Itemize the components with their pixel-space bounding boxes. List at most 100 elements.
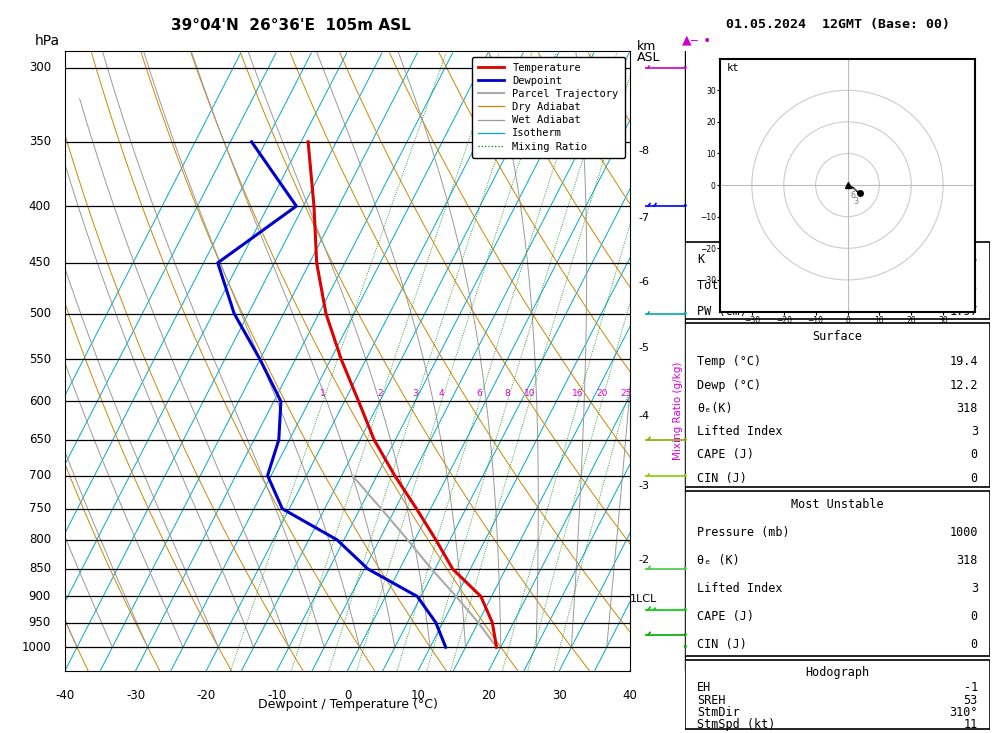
Text: •: • (703, 34, 711, 48)
Text: -6: -6 (638, 276, 649, 287)
Text: 400: 400 (29, 199, 51, 213)
Text: CAPE (J): CAPE (J) (697, 610, 754, 623)
Text: hPa: hPa (35, 34, 60, 48)
Text: Lifted Index: Lifted Index (697, 425, 783, 438)
Text: Most Unstable: Most Unstable (791, 498, 884, 512)
Text: 2: 2 (377, 389, 383, 398)
Text: •: • (682, 309, 688, 319)
Text: 8: 8 (505, 389, 510, 398)
Text: 53: 53 (964, 693, 978, 707)
Text: 900: 900 (29, 590, 51, 603)
Text: 750: 750 (29, 502, 51, 515)
Text: 700: 700 (29, 469, 51, 482)
Text: 6: 6 (477, 389, 482, 398)
Text: Surface: Surface (813, 330, 862, 343)
Text: 550: 550 (29, 353, 51, 366)
Text: 25: 25 (620, 389, 632, 398)
Text: EH: EH (697, 682, 711, 694)
Text: -1: -1 (964, 682, 978, 694)
Text: 3: 3 (854, 197, 859, 206)
Text: -5: -5 (638, 343, 649, 353)
Text: Lifted Index: Lifted Index (697, 582, 783, 595)
Text: •: • (682, 642, 688, 652)
Text: StmSpd (kt): StmSpd (kt) (697, 718, 776, 731)
Text: 16: 16 (572, 389, 584, 398)
Text: 0: 0 (971, 449, 978, 461)
Text: 19.4: 19.4 (949, 356, 978, 369)
Text: θₑ (K): θₑ (K) (697, 554, 740, 567)
Text: 16: 16 (964, 254, 978, 266)
Text: •: • (682, 605, 688, 615)
Text: 40: 40 (623, 689, 637, 702)
Text: 4: 4 (439, 389, 444, 398)
Text: Pressure (mb): Pressure (mb) (697, 526, 790, 539)
Text: 39°04'N  26°36'E  105m ASL: 39°04'N 26°36'E 105m ASL (171, 18, 411, 33)
Text: 3: 3 (413, 389, 418, 398)
Text: 11: 11 (964, 718, 978, 731)
Text: -30: -30 (126, 689, 145, 702)
Text: 20: 20 (596, 389, 608, 398)
Text: 600: 600 (29, 395, 51, 408)
Text: ▲: ▲ (682, 34, 692, 47)
FancyBboxPatch shape (685, 242, 990, 319)
Text: 800: 800 (29, 534, 51, 546)
Text: 10: 10 (411, 689, 426, 702)
Text: 1000: 1000 (949, 526, 978, 539)
Text: CIN (J): CIN (J) (697, 638, 747, 651)
Text: 318: 318 (956, 402, 978, 415)
Text: 10: 10 (524, 389, 535, 398)
Text: -8: -8 (638, 147, 650, 156)
Text: 318: 318 (956, 554, 978, 567)
Text: 1LCL: 1LCL (630, 594, 657, 604)
Text: 0: 0 (971, 471, 978, 485)
Text: 30: 30 (552, 689, 567, 702)
Text: •: • (682, 62, 688, 73)
Text: Dewp (°C): Dewp (°C) (697, 379, 761, 391)
Text: •: • (682, 201, 688, 211)
Text: 3: 3 (971, 425, 978, 438)
Text: •: • (682, 564, 688, 574)
Text: -2: -2 (638, 556, 650, 565)
Text: ASL: ASL (637, 51, 660, 65)
Text: Dewpoint / Temperature (°C): Dewpoint / Temperature (°C) (258, 698, 437, 711)
Text: 20: 20 (481, 689, 496, 702)
Text: 850: 850 (29, 562, 51, 575)
Text: 310°: 310° (949, 706, 978, 719)
Text: 1.97: 1.97 (949, 305, 978, 317)
Text: •: • (682, 630, 688, 640)
FancyBboxPatch shape (685, 491, 990, 656)
Text: K: K (697, 254, 704, 266)
Text: •: • (682, 435, 688, 445)
Text: 350: 350 (29, 136, 51, 148)
Text: -20: -20 (197, 689, 216, 702)
Text: -10: -10 (267, 689, 286, 702)
Text: 3: 3 (971, 582, 978, 595)
Text: Totals Totals: Totals Totals (697, 279, 790, 292)
Text: -7: -7 (638, 213, 650, 223)
Text: Mixing Ratio (g/kg): Mixing Ratio (g/kg) (673, 361, 683, 460)
Text: 950: 950 (29, 616, 51, 629)
Text: 6: 6 (851, 191, 856, 199)
Text: kt: kt (726, 63, 739, 73)
Text: CAPE (J): CAPE (J) (697, 449, 754, 461)
Text: 450: 450 (29, 257, 51, 269)
Text: -3: -3 (638, 481, 649, 490)
Text: 42: 42 (964, 279, 978, 292)
Text: 500: 500 (29, 307, 51, 320)
Text: 0: 0 (344, 689, 351, 702)
Text: •: • (682, 471, 688, 481)
Text: 0: 0 (971, 610, 978, 623)
Text: km: km (637, 40, 656, 54)
Text: 1000: 1000 (21, 641, 51, 654)
Text: CIN (J): CIN (J) (697, 471, 747, 485)
Text: Temp (°C): Temp (°C) (697, 356, 761, 369)
Text: -4: -4 (638, 410, 650, 421)
Text: 300: 300 (29, 61, 51, 74)
Legend: Temperature, Dewpoint, Parcel Trajectory, Dry Adiabat, Wet Adiabat, Isotherm, Mi: Temperature, Dewpoint, Parcel Trajectory… (472, 56, 625, 158)
Text: 12.2: 12.2 (949, 379, 978, 391)
Text: PW (cm): PW (cm) (697, 305, 747, 317)
Text: θₑ(K): θₑ(K) (697, 402, 733, 415)
FancyBboxPatch shape (685, 660, 990, 729)
Text: 1: 1 (320, 389, 326, 398)
Text: SREH: SREH (697, 693, 726, 707)
